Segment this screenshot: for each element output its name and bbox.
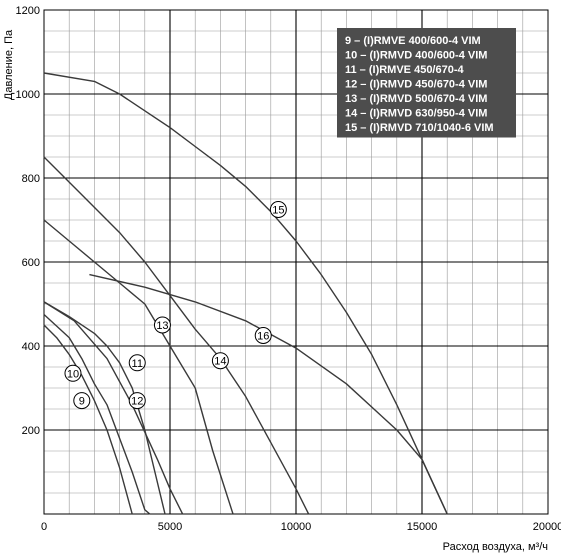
y-tick-labels: 200 400 600 800 1000 1200 bbox=[16, 5, 40, 437]
plot-frame bbox=[43, 9, 549, 515]
curve-15 bbox=[43, 72, 448, 515]
curve-label-9: 9 bbox=[79, 396, 85, 408]
curve-label-circle-12 bbox=[128, 392, 146, 410]
curve-9 bbox=[43, 324, 133, 515]
curves bbox=[43, 72, 448, 515]
y-tick-label: 400 bbox=[22, 341, 40, 353]
legend: 9 – (I)RMVE 400/600-4 VIM 10 – (I)RMVD 40… bbox=[337, 28, 516, 138]
curve-10 bbox=[43, 313, 151, 515]
x-tick-label: 5000 bbox=[158, 521, 182, 533]
grid-major bbox=[44, 10, 548, 514]
curve-label-circle-15 bbox=[269, 201, 287, 218]
x-tick-label: 20000 bbox=[533, 521, 561, 533]
curve-13 bbox=[43, 219, 234, 515]
legend-entry: 13 – (I)RMVD 500/670-4 VIM bbox=[345, 93, 487, 105]
curve-label-circle-13 bbox=[153, 316, 171, 334]
curve-label-13: 13 bbox=[156, 320, 168, 332]
curve-label-circle-16 bbox=[254, 327, 272, 344]
curve-16 bbox=[89, 273, 448, 515]
legend-entry: 9 – (I)RMVE 400/600-4 VIM bbox=[345, 35, 481, 47]
curve-labels: 9 10 11 12 13 14 15 16 bbox=[64, 201, 287, 410]
y-tick-label: 600 bbox=[22, 257, 40, 269]
curve-label-circle-9 bbox=[73, 392, 91, 410]
x-axis-label: Расход воздуха, м³/ч bbox=[443, 541, 548, 553]
x-tick-label: 0 bbox=[41, 521, 47, 533]
x-tick-label: 15000 bbox=[407, 521, 438, 533]
legend-entry: 14 – (I)RMVD 630/950-4 VIM bbox=[345, 108, 487, 120]
curve-11 bbox=[43, 301, 166, 515]
legend-entry: 12 – (I)RMVD 450/670-4 VIM bbox=[345, 79, 487, 91]
curve-14 bbox=[43, 156, 310, 515]
y-tick-label: 200 bbox=[22, 425, 40, 437]
x-tick-label: 10000 bbox=[281, 521, 312, 533]
curve-label-11: 11 bbox=[132, 358, 143, 370]
legend-entry: 15 – (I)RMVD 710/1040-6 VIM bbox=[345, 122, 494, 134]
curve-label-14: 14 bbox=[214, 356, 226, 368]
legend-entry: 11 – (I)RMVE 450/670-4 bbox=[345, 64, 465, 76]
curve-label-10: 10 bbox=[67, 368, 79, 380]
y-tick-label: 1200 bbox=[16, 5, 40, 17]
curve-label-16: 16 bbox=[257, 331, 269, 343]
curve-label-circle-11 bbox=[128, 354, 146, 372]
y-axis-label: Давление, Па bbox=[3, 29, 15, 100]
curve-label-circle-10 bbox=[64, 364, 82, 382]
curve-label-circle-14 bbox=[211, 352, 229, 370]
legend-background bbox=[337, 28, 516, 138]
x-tick-labels: 0 5000 10000 15000 20000 bbox=[41, 521, 561, 533]
curve-label-15: 15 bbox=[272, 205, 284, 217]
y-tick-label: 800 bbox=[22, 173, 40, 185]
legend-entry: 10 – (I)RMVD 400/600-4 VIM bbox=[345, 50, 487, 62]
y-tick-label: 1000 bbox=[16, 89, 40, 101]
curve-label-12: 12 bbox=[131, 396, 143, 408]
